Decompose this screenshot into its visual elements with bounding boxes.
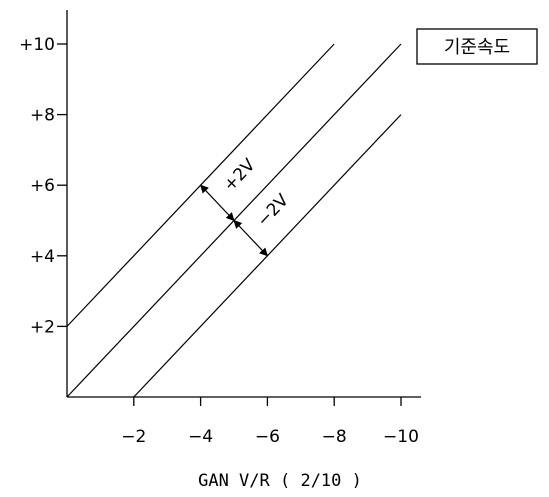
x-tick-label: −2 [121,427,146,447]
annotation-label-1: −2V [253,190,293,231]
annotation-arrow-1 [233,219,268,257]
x-tick-label: −4 [188,427,213,447]
y-tick-label: +10 [19,35,55,55]
y-tick-label: +8 [30,106,55,126]
x-tick-label: −8 [322,427,347,447]
y-tick-label: +2 [30,317,55,337]
x-axis-title: GAN V/R ( 2/10 ) [198,471,362,491]
legend-label: 기준속도 [444,37,510,58]
series-line-2 [133,114,402,398]
x-axis-ticks: −2 −4 −6 −8 −10 [121,397,419,447]
x-tick-label: −10 [383,427,419,447]
x-tick-label: −6 [255,427,280,447]
legend-box [416,28,538,65]
annotation-label-0: +2V [220,155,260,196]
y-axis-ticks: +2 +4 +6 +8 +10 [19,35,67,337]
y-tick-label: +6 [30,176,55,196]
annotation-arrow-0 [200,184,235,222]
y-tick-label: +4 [30,247,55,267]
